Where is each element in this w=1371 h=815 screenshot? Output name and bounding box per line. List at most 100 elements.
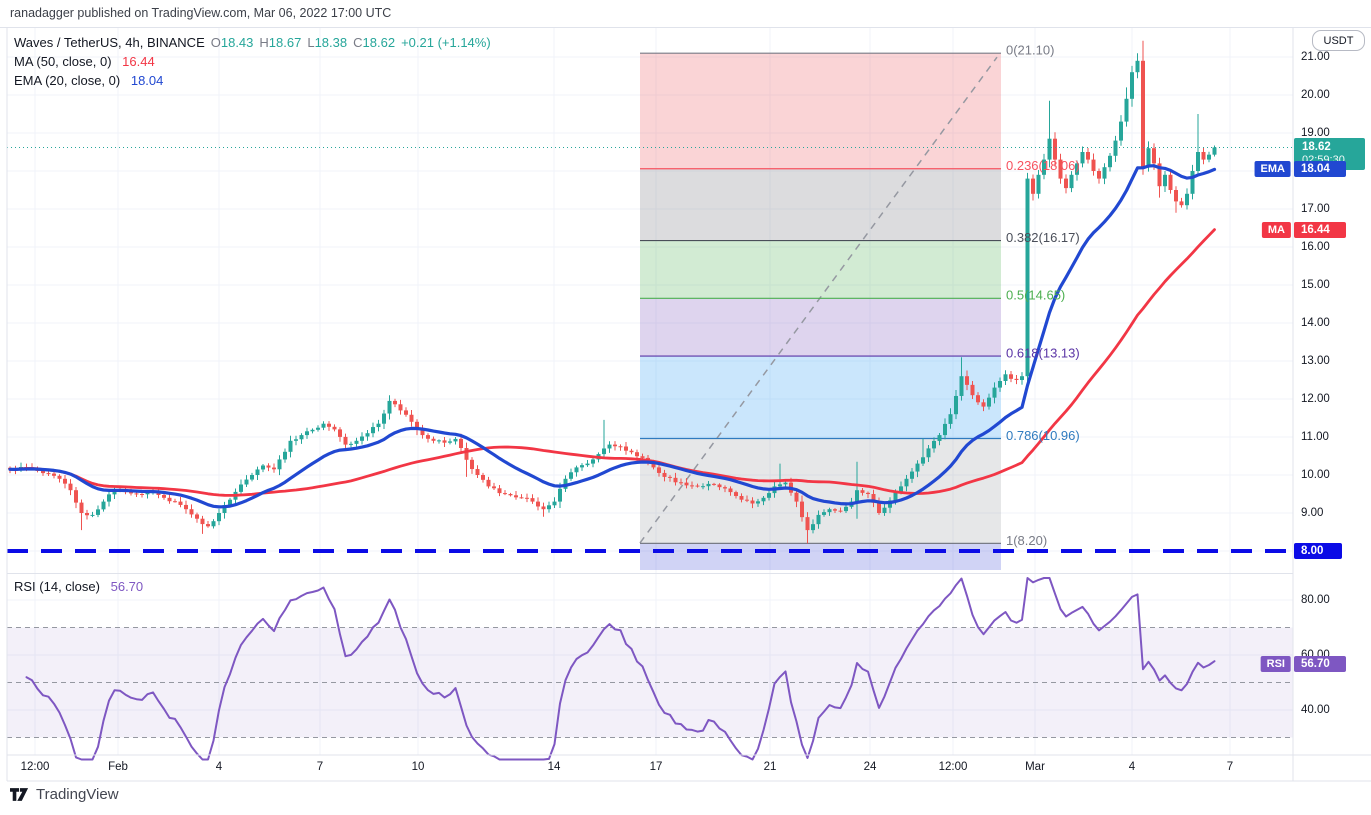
currency-toggle-button[interactable]: USDT bbox=[1312, 30, 1365, 51]
candle-body bbox=[167, 497, 172, 502]
price-axis-tick[interactable]: 21.00 bbox=[1301, 51, 1330, 63]
candle-body bbox=[497, 488, 502, 494]
candle-body bbox=[585, 463, 590, 466]
candle-body bbox=[371, 427, 375, 434]
time-axis-tick[interactable]: 7 bbox=[316, 761, 324, 773]
candle-body bbox=[679, 482, 683, 484]
candle-body bbox=[1152, 148, 1156, 164]
candle-body bbox=[431, 438, 436, 441]
candle-body bbox=[800, 501, 804, 518]
candle-body bbox=[217, 513, 221, 522]
ohlc-low: L18.38 bbox=[307, 35, 348, 50]
candle-body bbox=[651, 462, 656, 468]
candle-body bbox=[222, 505, 227, 513]
ema-axis-label: 18.04 bbox=[1294, 161, 1346, 178]
candle-body bbox=[101, 501, 106, 510]
candle-body bbox=[173, 501, 177, 503]
price-axis-tick[interactable]: 17.00 bbox=[1301, 203, 1330, 215]
candle-body bbox=[860, 490, 865, 493]
price-axis-tick[interactable]: 13.00 bbox=[1301, 355, 1330, 367]
rsi-series-pill: RSI bbox=[1260, 656, 1291, 673]
candle-body bbox=[943, 423, 947, 436]
candle-body bbox=[844, 506, 848, 512]
tradingview-brand[interactable]: TradingView bbox=[10, 786, 119, 803]
candle-body bbox=[68, 483, 73, 491]
ma-legend-row[interactable]: MA (50, close, 0) 16.44 bbox=[14, 52, 491, 71]
price-axis-tick[interactable]: 16.00 bbox=[1301, 241, 1330, 253]
candle-body bbox=[1179, 201, 1184, 206]
candle-body bbox=[514, 495, 518, 498]
time-axis-tick[interactable]: 12:00 bbox=[20, 761, 50, 773]
ohlc-high: H18.67 bbox=[259, 35, 302, 50]
candle-body bbox=[959, 376, 964, 396]
candle-body bbox=[761, 497, 766, 502]
candle-body bbox=[376, 423, 381, 428]
candle-body bbox=[1042, 159, 1046, 175]
time-axis-tick[interactable]: 7 bbox=[1226, 761, 1234, 773]
candle-body bbox=[508, 494, 513, 496]
candle-body bbox=[261, 465, 265, 470]
time-axis-tick[interactable]: Mar bbox=[1025, 761, 1045, 773]
candle-body bbox=[1053, 138, 1057, 160]
candle-body bbox=[195, 514, 199, 519]
candle-body bbox=[1097, 171, 1101, 179]
candle-body bbox=[442, 440, 447, 443]
candle-body bbox=[662, 472, 667, 477]
ma-value: 16.44 bbox=[122, 54, 155, 69]
candle-body bbox=[624, 446, 628, 451]
time-axis-tick[interactable]: 4 bbox=[1128, 761, 1136, 773]
price-axis-tick[interactable]: 20.00 bbox=[1301, 89, 1330, 101]
candle-body bbox=[833, 509, 837, 511]
fib-level-label: 0.236(18.06) bbox=[1006, 158, 1080, 173]
fib-level-label: 0(21.10) bbox=[1006, 43, 1054, 58]
time-axis-tick[interactable]: 10 bbox=[411, 761, 425, 773]
sma50-line bbox=[8, 228, 1216, 497]
candle-body bbox=[838, 510, 843, 512]
current-price-value: 18.62 bbox=[1302, 141, 1331, 154]
candle-body bbox=[1141, 60, 1145, 168]
candle-body bbox=[717, 484, 722, 488]
candle-body bbox=[1163, 174, 1167, 187]
candle-body bbox=[805, 517, 810, 531]
candle-body bbox=[629, 450, 634, 453]
price-axis-tick[interactable]: 9.00 bbox=[1301, 507, 1324, 519]
ema-value: 18.04 bbox=[130, 73, 164, 88]
time-axis-tick[interactable]: 17 bbox=[649, 761, 663, 773]
rsi-label: RSI (14, close) bbox=[14, 579, 100, 594]
rsi-axis-tick[interactable]: 80.00 bbox=[1301, 594, 1330, 606]
price-axis-tick[interactable]: 11.00 bbox=[1301, 431, 1329, 443]
time-axis-tick[interactable]: 12:00 bbox=[938, 761, 968, 773]
fib-trendline bbox=[639, 56, 998, 544]
rsi-axis-tick[interactable]: 40.00 bbox=[1301, 704, 1330, 716]
candle-body bbox=[404, 410, 408, 415]
rsi-line bbox=[25, 577, 1216, 761]
price-axis-tick[interactable]: 15.00 bbox=[1301, 279, 1330, 291]
time-axis-tick[interactable]: 4 bbox=[215, 761, 223, 773]
ema-legend-row[interactable]: EMA (20, close, 0) 18.04 bbox=[14, 71, 491, 90]
price-axis-tick[interactable]: 12.00 bbox=[1301, 393, 1330, 405]
candle-body bbox=[893, 492, 898, 501]
price-axis-tick[interactable]: 14.00 bbox=[1301, 317, 1330, 329]
time-axis-tick[interactable]: Feb bbox=[108, 761, 128, 773]
candle-body bbox=[701, 486, 705, 488]
candle-body bbox=[937, 435, 942, 441]
candle-body bbox=[970, 384, 975, 396]
published-bar: ranadagger published on TradingView.com,… bbox=[10, 6, 392, 20]
candle-body bbox=[1102, 167, 1107, 179]
candle-body bbox=[343, 436, 348, 445]
candle-body bbox=[321, 423, 326, 428]
time-axis-tick[interactable]: 24 bbox=[863, 761, 877, 773]
candle-body bbox=[382, 413, 386, 424]
candle-body bbox=[904, 478, 909, 487]
time-axis-tick[interactable]: 14 bbox=[547, 761, 561, 773]
symbol-row[interactable]: Waves / TetherUS, 4h, BINANCE O18.43 H18.6… bbox=[14, 33, 491, 52]
rsi-legend-row[interactable]: RSI (14, close) 56.70 bbox=[14, 579, 143, 594]
time-axis-tick[interactable]: 21 bbox=[763, 761, 777, 773]
candle-body bbox=[1130, 72, 1134, 99]
price-axis-tick[interactable]: 19.00 bbox=[1301, 127, 1330, 139]
symbol-legend[interactable]: Waves / TetherUS, 4h, BINANCE O18.43 H18.6… bbox=[14, 33, 491, 90]
price-axis-tick[interactable]: 10.00 bbox=[1301, 469, 1330, 481]
candle-body bbox=[1086, 152, 1090, 160]
candle-body bbox=[299, 435, 304, 440]
